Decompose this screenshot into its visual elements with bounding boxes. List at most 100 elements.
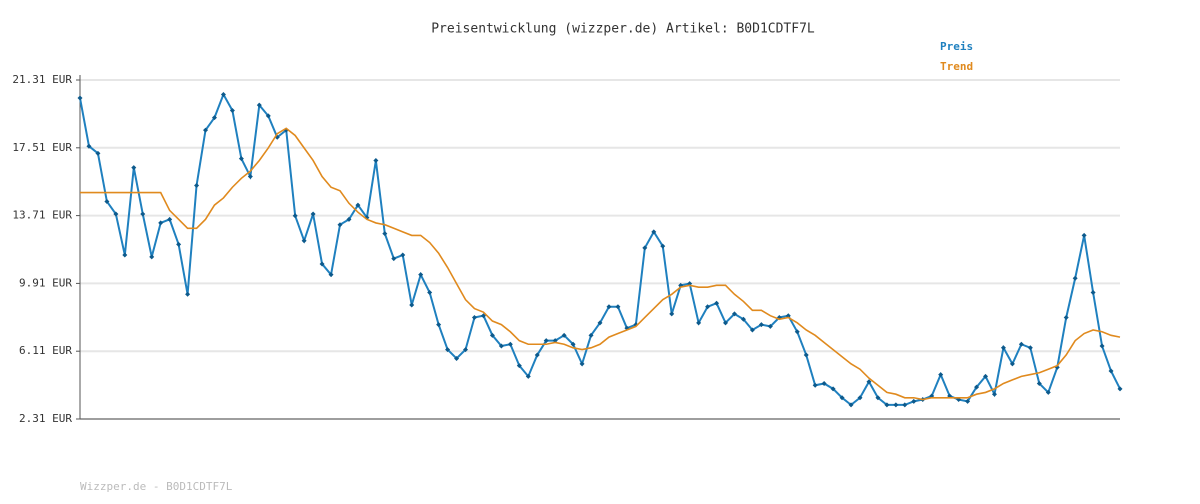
- data-point: [247, 174, 253, 180]
- data-point: [723, 320, 729, 326]
- data-point: [1045, 389, 1051, 395]
- data-point: [1018, 341, 1024, 347]
- data-point: [86, 143, 92, 149]
- data-point: [140, 211, 146, 217]
- data-point: [597, 320, 603, 326]
- data-point: [310, 211, 316, 217]
- data-point: [427, 289, 433, 295]
- data-point: [543, 338, 549, 344]
- data-point: [104, 199, 110, 205]
- data-point: [373, 157, 379, 163]
- series-line: [80, 127, 1121, 401]
- data-point: [176, 241, 182, 247]
- data-point: [983, 373, 989, 379]
- y-tick-label: 17.51 EUR: [12, 141, 72, 154]
- data-point: [203, 127, 209, 133]
- data-point: [875, 395, 881, 401]
- data-point: [256, 102, 262, 108]
- data-point: [122, 252, 128, 258]
- data-point: [848, 402, 854, 408]
- data-point: [211, 115, 217, 121]
- data-point: [1081, 232, 1087, 238]
- legend-label: Trend: [940, 60, 973, 73]
- data-point: [1027, 345, 1033, 351]
- data-point: [866, 379, 872, 385]
- data-point: [194, 182, 200, 188]
- data-point: [651, 229, 657, 235]
- data-point: [991, 391, 997, 397]
- data-point: [794, 329, 800, 335]
- data-point: [1099, 343, 1105, 349]
- data-point: [463, 347, 469, 353]
- data-point: [319, 261, 325, 267]
- data-point: [185, 291, 191, 297]
- data-point: [77, 95, 83, 101]
- data-point: [767, 323, 773, 329]
- legend-label: Preis: [940, 40, 973, 53]
- data-point: [454, 356, 460, 362]
- y-tick-label: 21.31 EUR: [12, 73, 72, 86]
- data-point: [812, 382, 818, 388]
- data-point: [893, 402, 899, 408]
- data-point: [238, 156, 244, 162]
- data-point: [265, 113, 271, 119]
- data-point: [579, 361, 585, 367]
- data-point: [355, 202, 361, 208]
- data-point: [391, 256, 397, 262]
- y-tick-label: 9.91 EUR: [19, 276, 72, 289]
- data-point: [400, 252, 406, 258]
- data-point: [696, 320, 702, 326]
- data-point: [525, 373, 531, 379]
- data-point: [965, 398, 971, 404]
- data-point: [220, 91, 226, 97]
- data-point: [705, 304, 711, 310]
- data-point: [561, 332, 567, 338]
- data-point: [1090, 289, 1096, 295]
- data-point: [938, 372, 944, 378]
- data-point: [731, 311, 737, 317]
- data-point: [292, 213, 298, 219]
- data-point: [382, 231, 388, 237]
- y-tick-label: 2.31 EUR: [19, 412, 72, 425]
- y-tick-label: 6.11 EUR: [19, 344, 72, 357]
- data-point: [409, 302, 415, 308]
- data-point: [471, 314, 477, 320]
- data-point: [660, 243, 666, 249]
- data-point: [507, 341, 513, 347]
- data-point: [714, 300, 720, 306]
- data-point: [445, 347, 451, 353]
- data-point: [902, 402, 908, 408]
- data-point: [911, 398, 917, 404]
- data-point: [803, 352, 809, 358]
- data-point: [167, 216, 173, 222]
- data-point: [1000, 345, 1006, 351]
- data-point: [821, 380, 827, 386]
- data-point: [615, 304, 621, 310]
- footer: Wizzper.de - B0D1CDTF7L: [80, 480, 233, 493]
- y-tick-label: 13.71 EUR: [12, 209, 72, 222]
- data-point: [749, 327, 755, 333]
- data-point: [740, 316, 746, 322]
- data-point: [158, 220, 164, 226]
- data-point: [830, 386, 836, 392]
- data-point: [418, 272, 424, 278]
- data-point: [606, 304, 612, 310]
- data-point: [669, 311, 675, 317]
- chart-title: Preisentwicklung (wizzper.de) Artikel: B…: [431, 22, 815, 37]
- data-point: [534, 352, 540, 358]
- data-point: [1117, 386, 1123, 392]
- data-point: [489, 332, 495, 338]
- data-point: [1009, 361, 1015, 367]
- data-point: [1063, 314, 1069, 320]
- data-point: [436, 322, 442, 328]
- data-point: [301, 238, 307, 244]
- data-point: [974, 384, 980, 390]
- data-point: [1036, 380, 1042, 386]
- data-point: [149, 254, 155, 260]
- data-point: [884, 402, 890, 408]
- data-point: [839, 395, 845, 401]
- data-point: [758, 322, 764, 328]
- data-point: [570, 341, 576, 347]
